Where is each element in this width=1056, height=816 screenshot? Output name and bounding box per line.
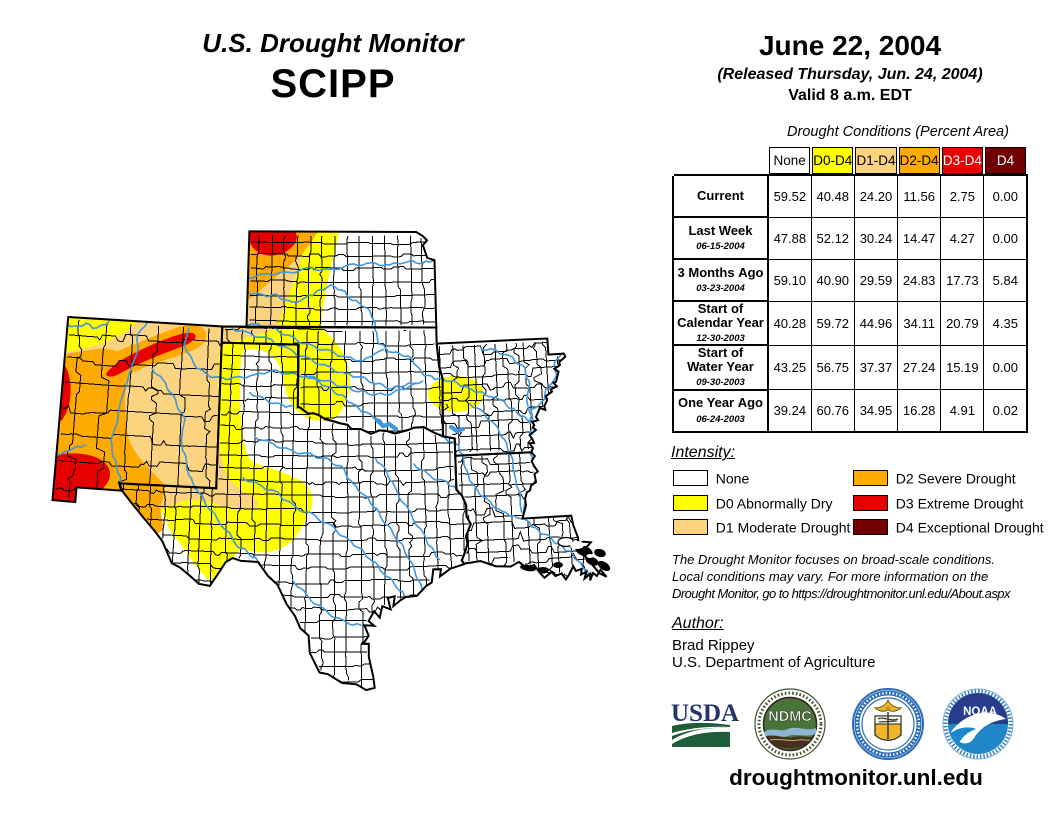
svg-text:NOAA: NOAA bbox=[963, 706, 997, 718]
svg-text:USDA: USDA bbox=[671, 700, 739, 727]
svg-text:NDMC: NDMC bbox=[768, 709, 812, 725]
